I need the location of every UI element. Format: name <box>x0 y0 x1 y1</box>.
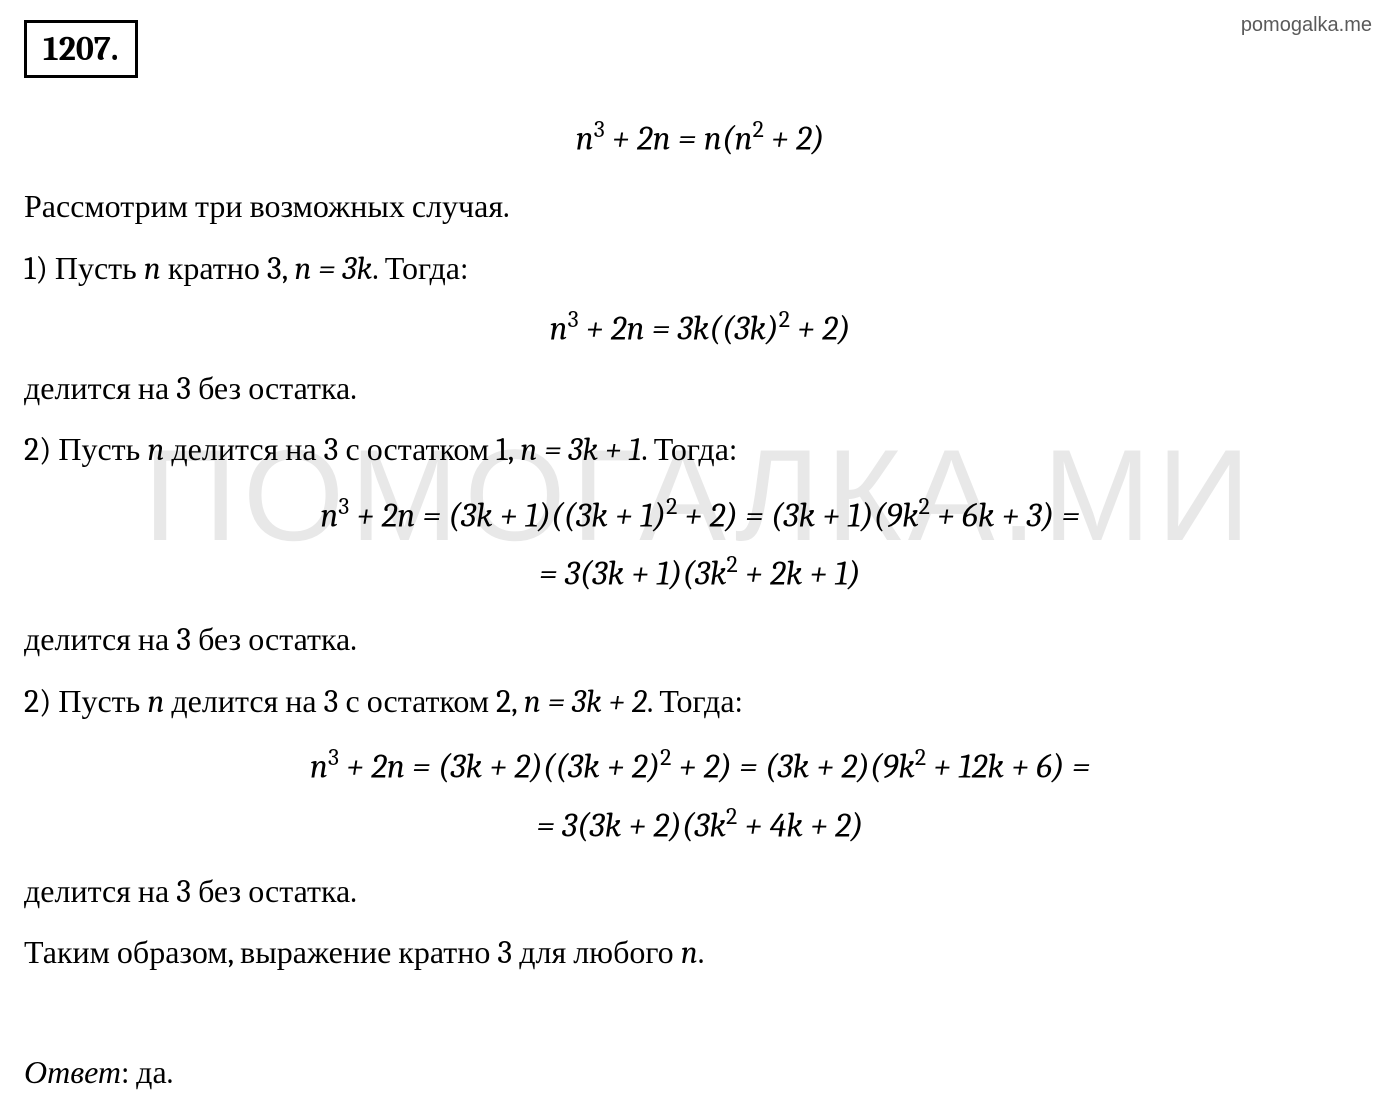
answer-line: Ответ: да. <box>24 1048 1376 1098</box>
case2-eq: n = 3k + 1 <box>520 431 641 468</box>
case1-b: кратно 3, <box>161 250 295 287</box>
equation-case3: n3 + 2n = (3k + 2)((3k + 2)2 + 2) = (3k … <box>24 738 1376 854</box>
conclusion: Таким образом, выражение кратно 3 для лю… <box>24 928 1376 978</box>
case3-n: n <box>147 683 164 720</box>
conclusion-b: . <box>698 934 705 971</box>
equation-main: n3 + 2n = n(n2 + 2) <box>24 116 1376 158</box>
answer-label: Ответ <box>24 1054 121 1091</box>
case1-divides: делится на 3 без остатка. <box>24 364 1376 414</box>
case2-c: . Тогда: <box>641 431 737 468</box>
case1-c: . Тогда: <box>372 250 468 287</box>
case3-a: 2) Пусть <box>24 683 147 720</box>
case3-divides: делится на 3 без остатка. <box>24 867 1376 917</box>
conclusion-a: Таким образом, выражение кратно 3 для лю… <box>24 934 681 971</box>
case2-a: 2) Пусть <box>24 431 147 468</box>
case1-a: 1) Пусть <box>24 250 144 287</box>
answer-value: : да. <box>121 1054 173 1091</box>
equation-case2: n3 + 2n = (3k + 1)((3k + 1)2 + 2) = (3k … <box>24 487 1376 603</box>
case3-intro: 2) Пусть n делится на 3 с остатком 2, n … <box>24 677 1376 727</box>
solution-content: 1207. n3 + 2n = n(n2 + 2) Рассмотрим три… <box>24 20 1376 1098</box>
case3-c: . Тогда: <box>647 683 743 720</box>
case3-b: делится на 3 с остатком 2, <box>164 683 523 720</box>
case1-intro: 1) Пусть n кратно 3, n = 3k. Тогда: <box>24 244 1376 294</box>
case1-eq: n = 3k <box>294 250 372 287</box>
conclusion-n: n <box>681 934 698 971</box>
case1-n: n <box>144 250 161 287</box>
case2-intro: 2) Пусть n делится на 3 с остатком 1, n … <box>24 425 1376 475</box>
equation-case1: n3 + 2n = 3k((3k)2 + 2) <box>24 306 1376 348</box>
case2-b: делится на 3 с остатком 1, <box>164 431 520 468</box>
problem-number-box: 1207. <box>24 20 138 78</box>
case3-eq: n = 3k + 2 <box>524 683 647 720</box>
case2-n: n <box>147 431 164 468</box>
case2-divides: делится на 3 без остатка. <box>24 615 1376 665</box>
text-consider: Рассмотрим три возможных случая. <box>24 182 1376 232</box>
